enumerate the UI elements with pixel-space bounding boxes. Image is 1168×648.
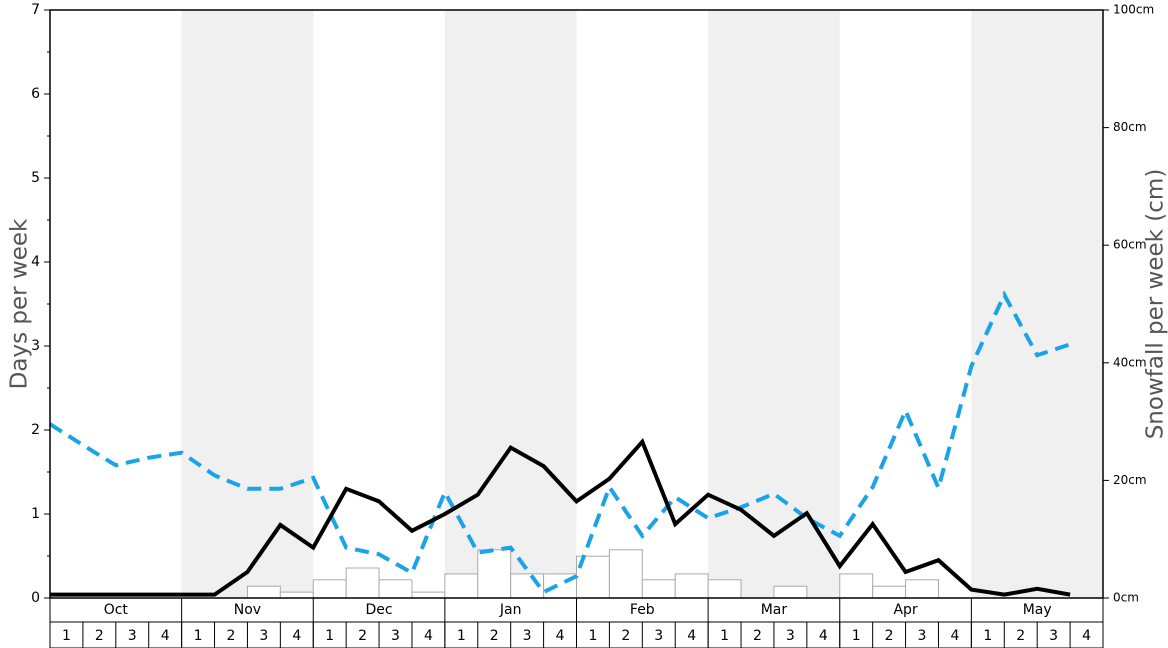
month-bands (181, 10, 1103, 598)
bar (773, 585, 808, 599)
month-label: May (1023, 602, 1052, 618)
line-series (48, 290, 1071, 595)
week-label: 4 (556, 628, 565, 644)
month-band (444, 10, 577, 598)
week-label: 3 (786, 628, 795, 644)
bar (345, 567, 380, 599)
bar (839, 573, 874, 599)
week-label: 4 (1082, 628, 1091, 644)
y-tick-label: 7 (31, 2, 40, 18)
month-label: Feb (630, 602, 655, 618)
week-label: 4 (161, 628, 170, 644)
bar (674, 573, 709, 599)
bar (641, 579, 676, 599)
week-label: 2 (753, 628, 762, 644)
bar (477, 549, 512, 599)
y-axis-label: Days per week (7, 218, 33, 389)
bar (872, 585, 907, 599)
week-label: 3 (1049, 628, 1058, 644)
bar (246, 585, 281, 599)
week-label: 3 (391, 628, 400, 644)
week-label: 2 (490, 628, 499, 644)
week-label: 1 (457, 628, 466, 644)
month-label: Nov (234, 602, 261, 618)
week-label: 4 (424, 628, 433, 644)
y2-tick-label: 100cm (1113, 3, 1154, 17)
week-label: 2 (621, 628, 630, 644)
week-label: 1 (720, 628, 729, 644)
bar (707, 579, 742, 599)
week-label: 1 (325, 628, 334, 644)
week-label: 2 (95, 628, 104, 644)
week-label: 3 (523, 628, 532, 644)
month-label: Mar (761, 602, 788, 618)
y-tick-label: 3 (31, 338, 40, 354)
y2-tick-label: 80cm (1113, 120, 1147, 134)
week-label: 3 (654, 628, 663, 644)
month-band (708, 10, 840, 598)
y-tick-label: 4 (31, 254, 40, 270)
week-label: 4 (292, 628, 301, 644)
week-label: 1 (588, 628, 597, 644)
y-tick-label: 0 (31, 590, 40, 606)
week-label: 3 (918, 628, 927, 644)
week-label: 3 (259, 628, 268, 644)
month-band (971, 10, 1103, 598)
y-tick-label: 1 (31, 506, 40, 522)
week-label: 1 (62, 628, 71, 644)
month-label: Jan (499, 602, 522, 618)
y-tick-label: 5 (31, 170, 40, 186)
week-label: 1 (852, 628, 861, 644)
week-label: 1 (983, 628, 992, 644)
month-band (181, 10, 314, 598)
month-label: Apr (893, 602, 917, 618)
week-label: 4 (687, 628, 696, 644)
y-tick-label: 6 (31, 86, 40, 102)
y2-axis-label: Snowfall per week (cm) (1143, 169, 1168, 440)
week-label: 2 (227, 628, 236, 644)
bar (411, 591, 446, 599)
week-label: 1 (194, 628, 203, 644)
bar (608, 549, 643, 599)
month-label: Oct (104, 602, 129, 618)
bar (312, 579, 347, 599)
month-label: Dec (366, 602, 393, 618)
week-label: 3 (128, 628, 137, 644)
week-label: 4 (819, 628, 828, 644)
bar (905, 579, 939, 599)
y2-tick-label: 20cm (1113, 473, 1147, 487)
bar (378, 579, 413, 599)
line-series (50, 438, 1071, 597)
week-label: 2 (885, 628, 894, 644)
y2-tick-label: 60cm (1113, 238, 1147, 252)
y2-tick-label: 40cm (1113, 355, 1147, 369)
bar (279, 591, 314, 599)
week-label: 4 (950, 628, 959, 644)
y2-tick-label: 0cm (1113, 591, 1139, 605)
week-label: 2 (1016, 628, 1025, 644)
bar (444, 573, 479, 599)
week-label: 2 (358, 628, 367, 644)
y-tick-label: 2 (31, 422, 40, 438)
